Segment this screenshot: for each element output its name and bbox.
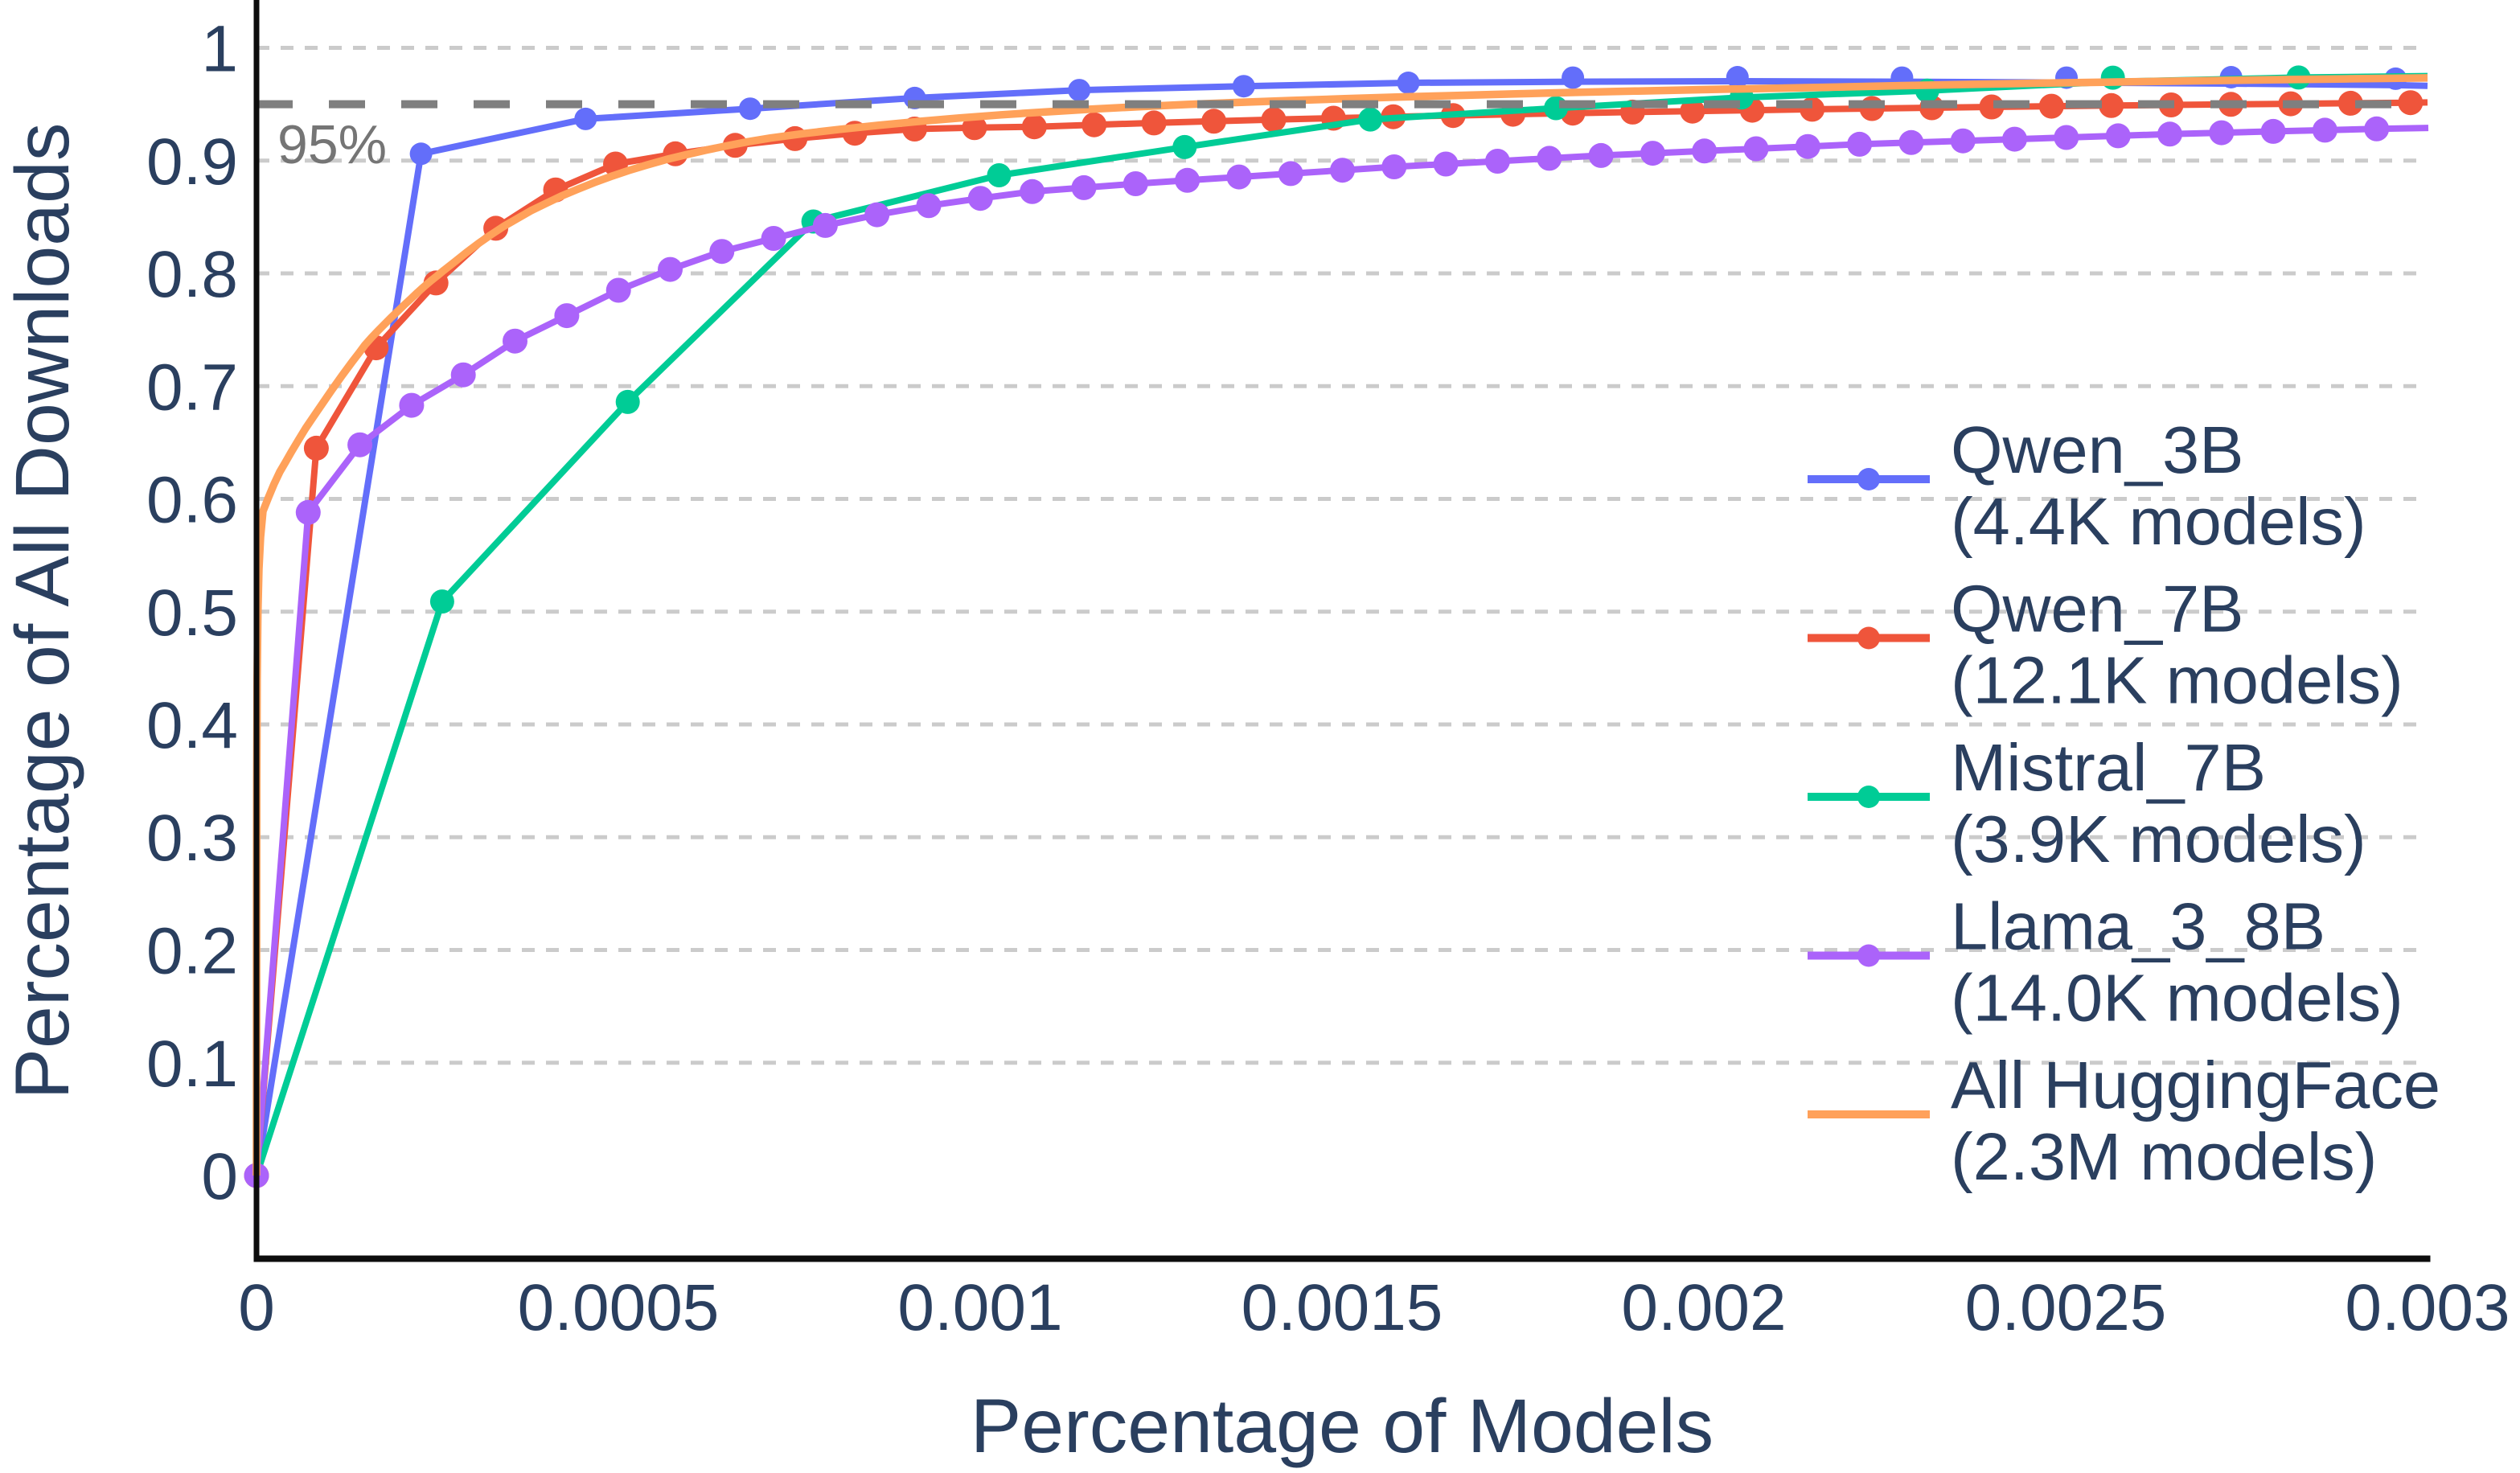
svg-text:(2.3M models): (2.3M models) (1951, 1119, 2377, 1194)
svg-text:0.0015: 0.0015 (1242, 1271, 1443, 1344)
svg-text:0.0025: 0.0025 (1965, 1271, 2167, 1344)
svg-text:0.001: 0.001 (897, 1271, 1062, 1344)
svg-text:(3.9K models): (3.9K models) (1951, 802, 2366, 876)
svg-text:Percentage of Models: Percentage of Models (971, 1384, 1714, 1469)
svg-text:All HuggingFace: All HuggingFace (1951, 1048, 2440, 1122)
svg-text:0.7: 0.7 (146, 351, 238, 424)
svg-text:Qwen_3B: Qwen_3B (1951, 412, 2244, 487)
svg-text:0.0005: 0.0005 (518, 1271, 720, 1344)
svg-text:0: 0 (238, 1271, 275, 1344)
svg-text:0.6: 0.6 (146, 464, 238, 537)
svg-text:0.2: 0.2 (146, 915, 238, 988)
svg-text:0.002: 0.002 (1621, 1271, 1786, 1344)
svg-text:Mistral_7B: Mistral_7B (1951, 730, 2266, 805)
svg-text:Qwen_7B: Qwen_7B (1951, 572, 2244, 646)
svg-text:Percentage of All Downloads: Percentage of All Downloads (0, 123, 85, 1100)
svg-text:Llama_3_8B: Llama_3_8B (1951, 889, 2325, 964)
svg-text:(4.4K models): (4.4K models) (1951, 484, 2366, 559)
svg-text:0: 0 (201, 1140, 238, 1213)
svg-text:0.1: 0.1 (146, 1028, 238, 1101)
svg-text:0.9: 0.9 (146, 125, 238, 199)
svg-text:0.3: 0.3 (146, 802, 238, 875)
svg-text:0.4: 0.4 (146, 689, 238, 762)
svg-text:(14.0K models): (14.0K models) (1951, 961, 2403, 1036)
svg-text:95%: 95% (277, 114, 387, 175)
svg-text:0.8: 0.8 (146, 238, 238, 311)
svg-text:0.003: 0.003 (2345, 1271, 2510, 1344)
svg-text:1: 1 (201, 13, 238, 86)
svg-text:(12.1K models): (12.1K models) (1951, 643, 2403, 718)
svg-text:0.5: 0.5 (146, 576, 238, 650)
